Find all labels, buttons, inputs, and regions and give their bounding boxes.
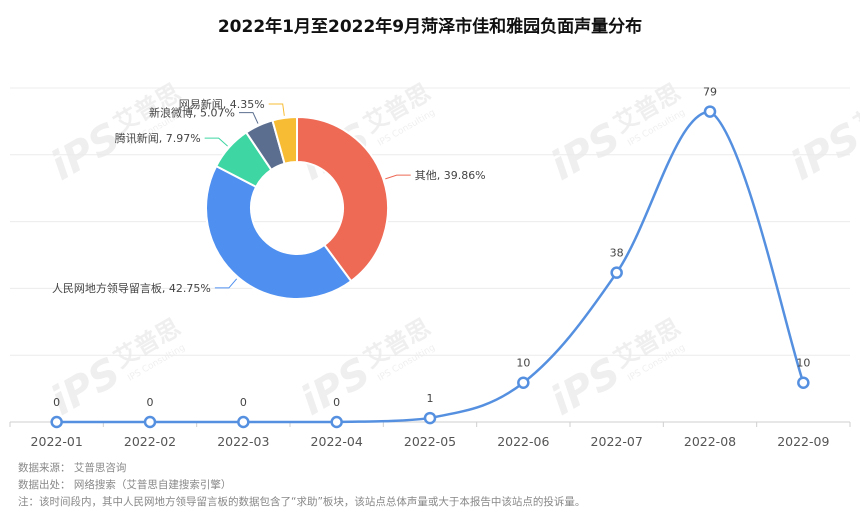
- donut-label: 人民网地方领导留言板, 42.75%: [52, 281, 211, 295]
- chart-title: 2022年1月至2022年9月菏泽市佳和雅园负面声量分布: [217, 17, 643, 37]
- data-point: [797, 376, 810, 389]
- donut-leader-line: [385, 174, 411, 180]
- data-point: [237, 415, 250, 429]
- donut-slice: [296, 115, 389, 283]
- x-tick-label: 2022-02: [124, 434, 176, 449]
- data-label: 79: [703, 86, 717, 99]
- donut-chart: 其他, 39.86% 人民网地方领导留言板, 42.75% 腾讯新闻, 7.97% 新…: [52, 97, 486, 300]
- donut-leader-line: [268, 103, 285, 116]
- donut-label: 网易新闻, 4.35%: [179, 97, 265, 111]
- data-label: 0: [53, 396, 60, 409]
- donut-label: 其他, 39.86%: [415, 169, 486, 182]
- x-tick-label: 2022-04: [311, 434, 363, 449]
- data-label: 38: [610, 247, 624, 260]
- donut-leader-line: [238, 112, 259, 124]
- footnotes: 数据来源： 艾普思咨询 数据出处： 网络搜索（艾普思自建搜索引擎） 注：该时间段…: [18, 460, 585, 511]
- data-label: 0: [147, 396, 154, 409]
- data-point: [610, 266, 623, 279]
- origin-note: 数据出处： 网络搜索（艾普思自建搜索引擎）: [18, 479, 232, 491]
- line-series: 0 2022-01 0 2022-02 0 2022-03 0 2022-04 1 2022-05…: [31, 86, 830, 449]
- data-label: 0: [240, 396, 247, 409]
- x-tick-label: 2022-09: [777, 434, 829, 449]
- series-line: [56, 110, 805, 424]
- x-tick-label: 2022-06: [497, 434, 549, 449]
- x-tick-label: 2022-01: [31, 434, 83, 449]
- data-label: 1: [427, 392, 434, 405]
- source-note: 数据来源： 艾普思咨询: [18, 462, 127, 474]
- donut-slice: [271, 115, 298, 165]
- data-point: [143, 415, 157, 429]
- donut-leader-line: [204, 137, 228, 147]
- remark-note: 注：该时间段内，其中人民网地方领导留言板的数据包含了“求助”板块，该站点总体声量…: [18, 496, 586, 508]
- donut-label: 腾讯新闻, 7.97%: [115, 131, 201, 145]
- donut-leader-line: [214, 278, 238, 289]
- donut-label: 新浪微博, 5.07%: [149, 106, 235, 120]
- data-label: 10: [516, 357, 530, 370]
- data-point: [703, 105, 717, 118]
- x-tick-label: 2022-03: [217, 434, 269, 449]
- data-point: [517, 376, 530, 389]
- watermark-brand: iPS: [783, 114, 860, 190]
- data-point: [330, 415, 343, 429]
- data-point: [50, 415, 63, 429]
- donut-slice: [205, 164, 353, 300]
- data-point: [423, 411, 437, 425]
- data-label: 10: [796, 357, 810, 370]
- x-tick-label: 2022-08: [684, 434, 736, 449]
- x-tick-label: 2022-05: [404, 434, 456, 449]
- data-label: 0: [333, 396, 340, 409]
- x-tick-label: 2022-07: [591, 434, 643, 449]
